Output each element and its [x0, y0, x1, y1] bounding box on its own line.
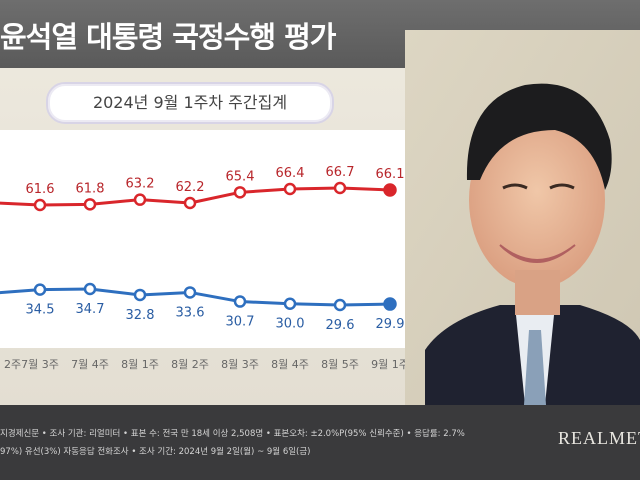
survey-info-line-1: 지경제신문 • 조사 기관: 리얼미터 • 표본 수: 전국 만 18세 이상 … — [0, 429, 465, 439]
series-2-point-2 — [33, 283, 47, 296]
series-2-point-6 — [233, 295, 247, 308]
series-1-label-7: 66.4 — [276, 166, 305, 181]
series-1-point-8 — [333, 181, 347, 195]
series-1-label-5: 62.2 — [176, 180, 205, 195]
x-tick-label-4: 8월 1주 — [121, 358, 159, 371]
x-tick-label-7: 8월 4주 — [271, 358, 309, 371]
series-1-label-6: 65.4 — [226, 169, 255, 184]
series-2-label-8: 29.6 — [326, 318, 355, 333]
x-tick-label-9: 9월 1주 — [371, 358, 409, 371]
x-tick-label-5: 8월 2주 — [171, 358, 209, 371]
series-2-point-8 — [333, 298, 347, 312]
series-2-label-5: 33.6 — [176, 305, 205, 320]
x-tick-label-8: 8월 5주 — [321, 358, 359, 371]
series-1-point-4 — [133, 193, 147, 206]
series-1-point-5 — [183, 196, 197, 210]
series-2-point-4 — [133, 288, 147, 302]
x-tick-label-1: 2주 — [4, 358, 21, 371]
portrait-photo — [405, 30, 640, 405]
series-2-point-5 — [183, 286, 197, 299]
series-1-point-3 — [83, 198, 97, 211]
x-tick-label-2: 7월 3주 — [21, 358, 59, 371]
brand-logo: REALMET — [558, 428, 640, 448]
series-2-label-6: 30.7 — [226, 315, 255, 330]
x-tick-label-6: 8월 3주 — [221, 358, 259, 371]
series-2-label-9: 29.9 — [376, 317, 405, 332]
plot-area — [0, 130, 470, 348]
series-1-label-4: 63.2 — [126, 177, 155, 192]
series-1-point-6 — [233, 186, 247, 199]
series-2-point-3 — [83, 282, 97, 296]
series-1-point-2 — [33, 198, 47, 212]
series-2-point-7 — [283, 297, 297, 310]
survey-info-line-2: 97%) 유선(3%) 자동응답 전화조사 • 조사 기간: 2024년 9월 … — [0, 447, 311, 457]
chart-subtitle: 2024년 9월 1주차 주간집계 — [46, 82, 334, 124]
series-1-point-7 — [283, 182, 297, 196]
series-2-label-3: 34.7 — [76, 302, 105, 317]
footer-bar — [0, 405, 640, 480]
series-2-label-7: 30.0 — [276, 317, 305, 332]
series-1-label-3: 61.8 — [76, 181, 105, 196]
series-1-label-2: 61.6 — [26, 182, 55, 197]
x-tick-label-3: 7월 4주 — [71, 358, 109, 371]
series-2-label-2: 34.5 — [26, 303, 55, 318]
series-1-label-9: 66.1 — [376, 167, 405, 182]
series-2-label-4: 32.8 — [126, 308, 155, 323]
series-1-label-8: 66.7 — [326, 165, 355, 180]
series-2-point-9 — [383, 297, 397, 311]
page-title: 윤석열 대통령 국정수행 평가 — [0, 20, 336, 54]
series-1-point-9 — [383, 183, 397, 197]
